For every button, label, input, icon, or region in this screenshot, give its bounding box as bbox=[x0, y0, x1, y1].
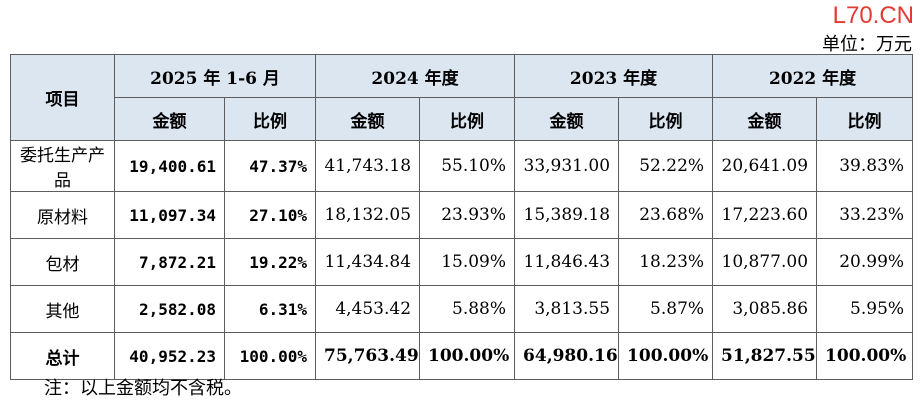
cell-amount: 18,132.05 bbox=[315, 191, 421, 239]
unit-label: 单位：万元 bbox=[822, 34, 912, 55]
cell-ratio: 23.68% bbox=[618, 191, 714, 239]
cell-ratio: 20.99% bbox=[816, 238, 914, 286]
cell-ratio: 27.10% bbox=[223, 191, 317, 239]
header-amount: 金额 bbox=[712, 97, 818, 141]
header-row-periods: 项目 2025 年 1-6 月 2024 年度 2023 年度 2022 年度 bbox=[10, 54, 914, 141]
cell-amount: 3,085.86 bbox=[712, 285, 818, 333]
total-ratio: 100.00% bbox=[618, 332, 714, 380]
total-amount: 64,980.16 bbox=[514, 332, 620, 380]
watermark-logo: L70.CN bbox=[832, 2, 914, 29]
header-item: 项目 bbox=[10, 54, 115, 141]
cell-ratio: 5.87% bbox=[618, 285, 714, 333]
cell-ratio: 18.23% bbox=[618, 238, 714, 286]
header-ratio: 比例 bbox=[618, 97, 714, 141]
table-row: 包材 7,872.21 19.22% 11,434.84 15.09% 11,8… bbox=[10, 238, 914, 286]
cell-ratio: 55.10% bbox=[419, 140, 516, 192]
cell-amount: 41,743.18 bbox=[315, 140, 421, 192]
total-ratio: 100.00% bbox=[816, 332, 914, 380]
cell-amount: 3,813.55 bbox=[514, 285, 620, 333]
table-row: 其他 2,582.08 6.31% 4,453.42 5.88% 3,813.5… bbox=[10, 285, 914, 333]
cell-ratio: 47.37% bbox=[223, 140, 317, 192]
cell-amount: 10,877.00 bbox=[712, 238, 818, 286]
row-label: 其他 bbox=[10, 285, 115, 333]
cell-amount: 20,641.09 bbox=[712, 140, 818, 192]
cell-ratio: 5.95% bbox=[816, 285, 914, 333]
cell-amount: 11,434.84 bbox=[315, 238, 421, 286]
cell-ratio: 15.09% bbox=[419, 238, 516, 286]
cell-ratio: 5.88% bbox=[419, 285, 516, 333]
table-row: 原材料 11,097.34 27.10% 18,132.05 23.93% 15… bbox=[10, 191, 914, 239]
cell-amount: 15,389.18 bbox=[514, 191, 620, 239]
row-label: 包材 bbox=[10, 238, 115, 286]
total-amount: 75,763.49 bbox=[315, 332, 421, 380]
footnote: 注：以上金额均不含税。 bbox=[44, 378, 242, 399]
cell-ratio: 23.93% bbox=[419, 191, 516, 239]
cell-ratio: 19.22% bbox=[223, 238, 317, 286]
header-period: 2024 年度 bbox=[315, 54, 516, 98]
cell-ratio: 39.83% bbox=[816, 140, 914, 192]
header-amount: 金额 bbox=[315, 97, 421, 141]
header-ratio: 比例 bbox=[223, 97, 317, 141]
total-amount: 40,952.23 bbox=[114, 332, 225, 380]
cell-amount: 33,931.00 bbox=[514, 140, 620, 192]
cell-amount: 19,400.61 bbox=[114, 140, 225, 192]
table-row: 委托生产产品 19,400.61 47.37% 41,743.18 55.10%… bbox=[10, 140, 914, 192]
header-period: 2025 年 1-6 月 bbox=[113, 54, 317, 98]
header-ratio: 比例 bbox=[816, 97, 914, 141]
cell-amount: 11,097.34 bbox=[114, 191, 225, 239]
cell-amount: 11,846.43 bbox=[514, 238, 620, 286]
header-period: 2023 年度 bbox=[514, 54, 714, 98]
purchase-table: 项目 2025 年 1-6 月 2024 年度 2023 年度 2022 年度 … bbox=[10, 54, 914, 380]
header-period: 2022 年度 bbox=[712, 54, 914, 98]
total-label: 总计 bbox=[10, 332, 115, 380]
row-label: 委托生产产品 bbox=[10, 140, 115, 192]
cell-amount: 4,453.42 bbox=[315, 285, 421, 333]
header-amount: 金额 bbox=[114, 97, 225, 141]
cell-ratio: 52.22% bbox=[618, 140, 714, 192]
header-ratio: 比例 bbox=[419, 97, 516, 141]
total-ratio: 100.00% bbox=[223, 332, 317, 380]
total-row: 总计 40,952.23 100.00% 75,763.49 100.00% 6… bbox=[10, 332, 914, 380]
cell-amount: 17,223.60 bbox=[712, 191, 818, 239]
row-label: 原材料 bbox=[10, 191, 115, 239]
header-row-metrics: 金额 比例 金额 比例 金额 比例 金额 比例 bbox=[11, 97, 914, 141]
cell-ratio: 33.23% bbox=[816, 191, 914, 239]
cell-amount: 2,582.08 bbox=[114, 285, 225, 333]
total-amount: 51,827.55 bbox=[712, 332, 818, 380]
total-ratio: 100.00% bbox=[419, 332, 516, 380]
cell-ratio: 6.31% bbox=[223, 285, 317, 333]
header-amount: 金额 bbox=[514, 97, 620, 141]
cell-amount: 7,872.21 bbox=[114, 238, 225, 286]
